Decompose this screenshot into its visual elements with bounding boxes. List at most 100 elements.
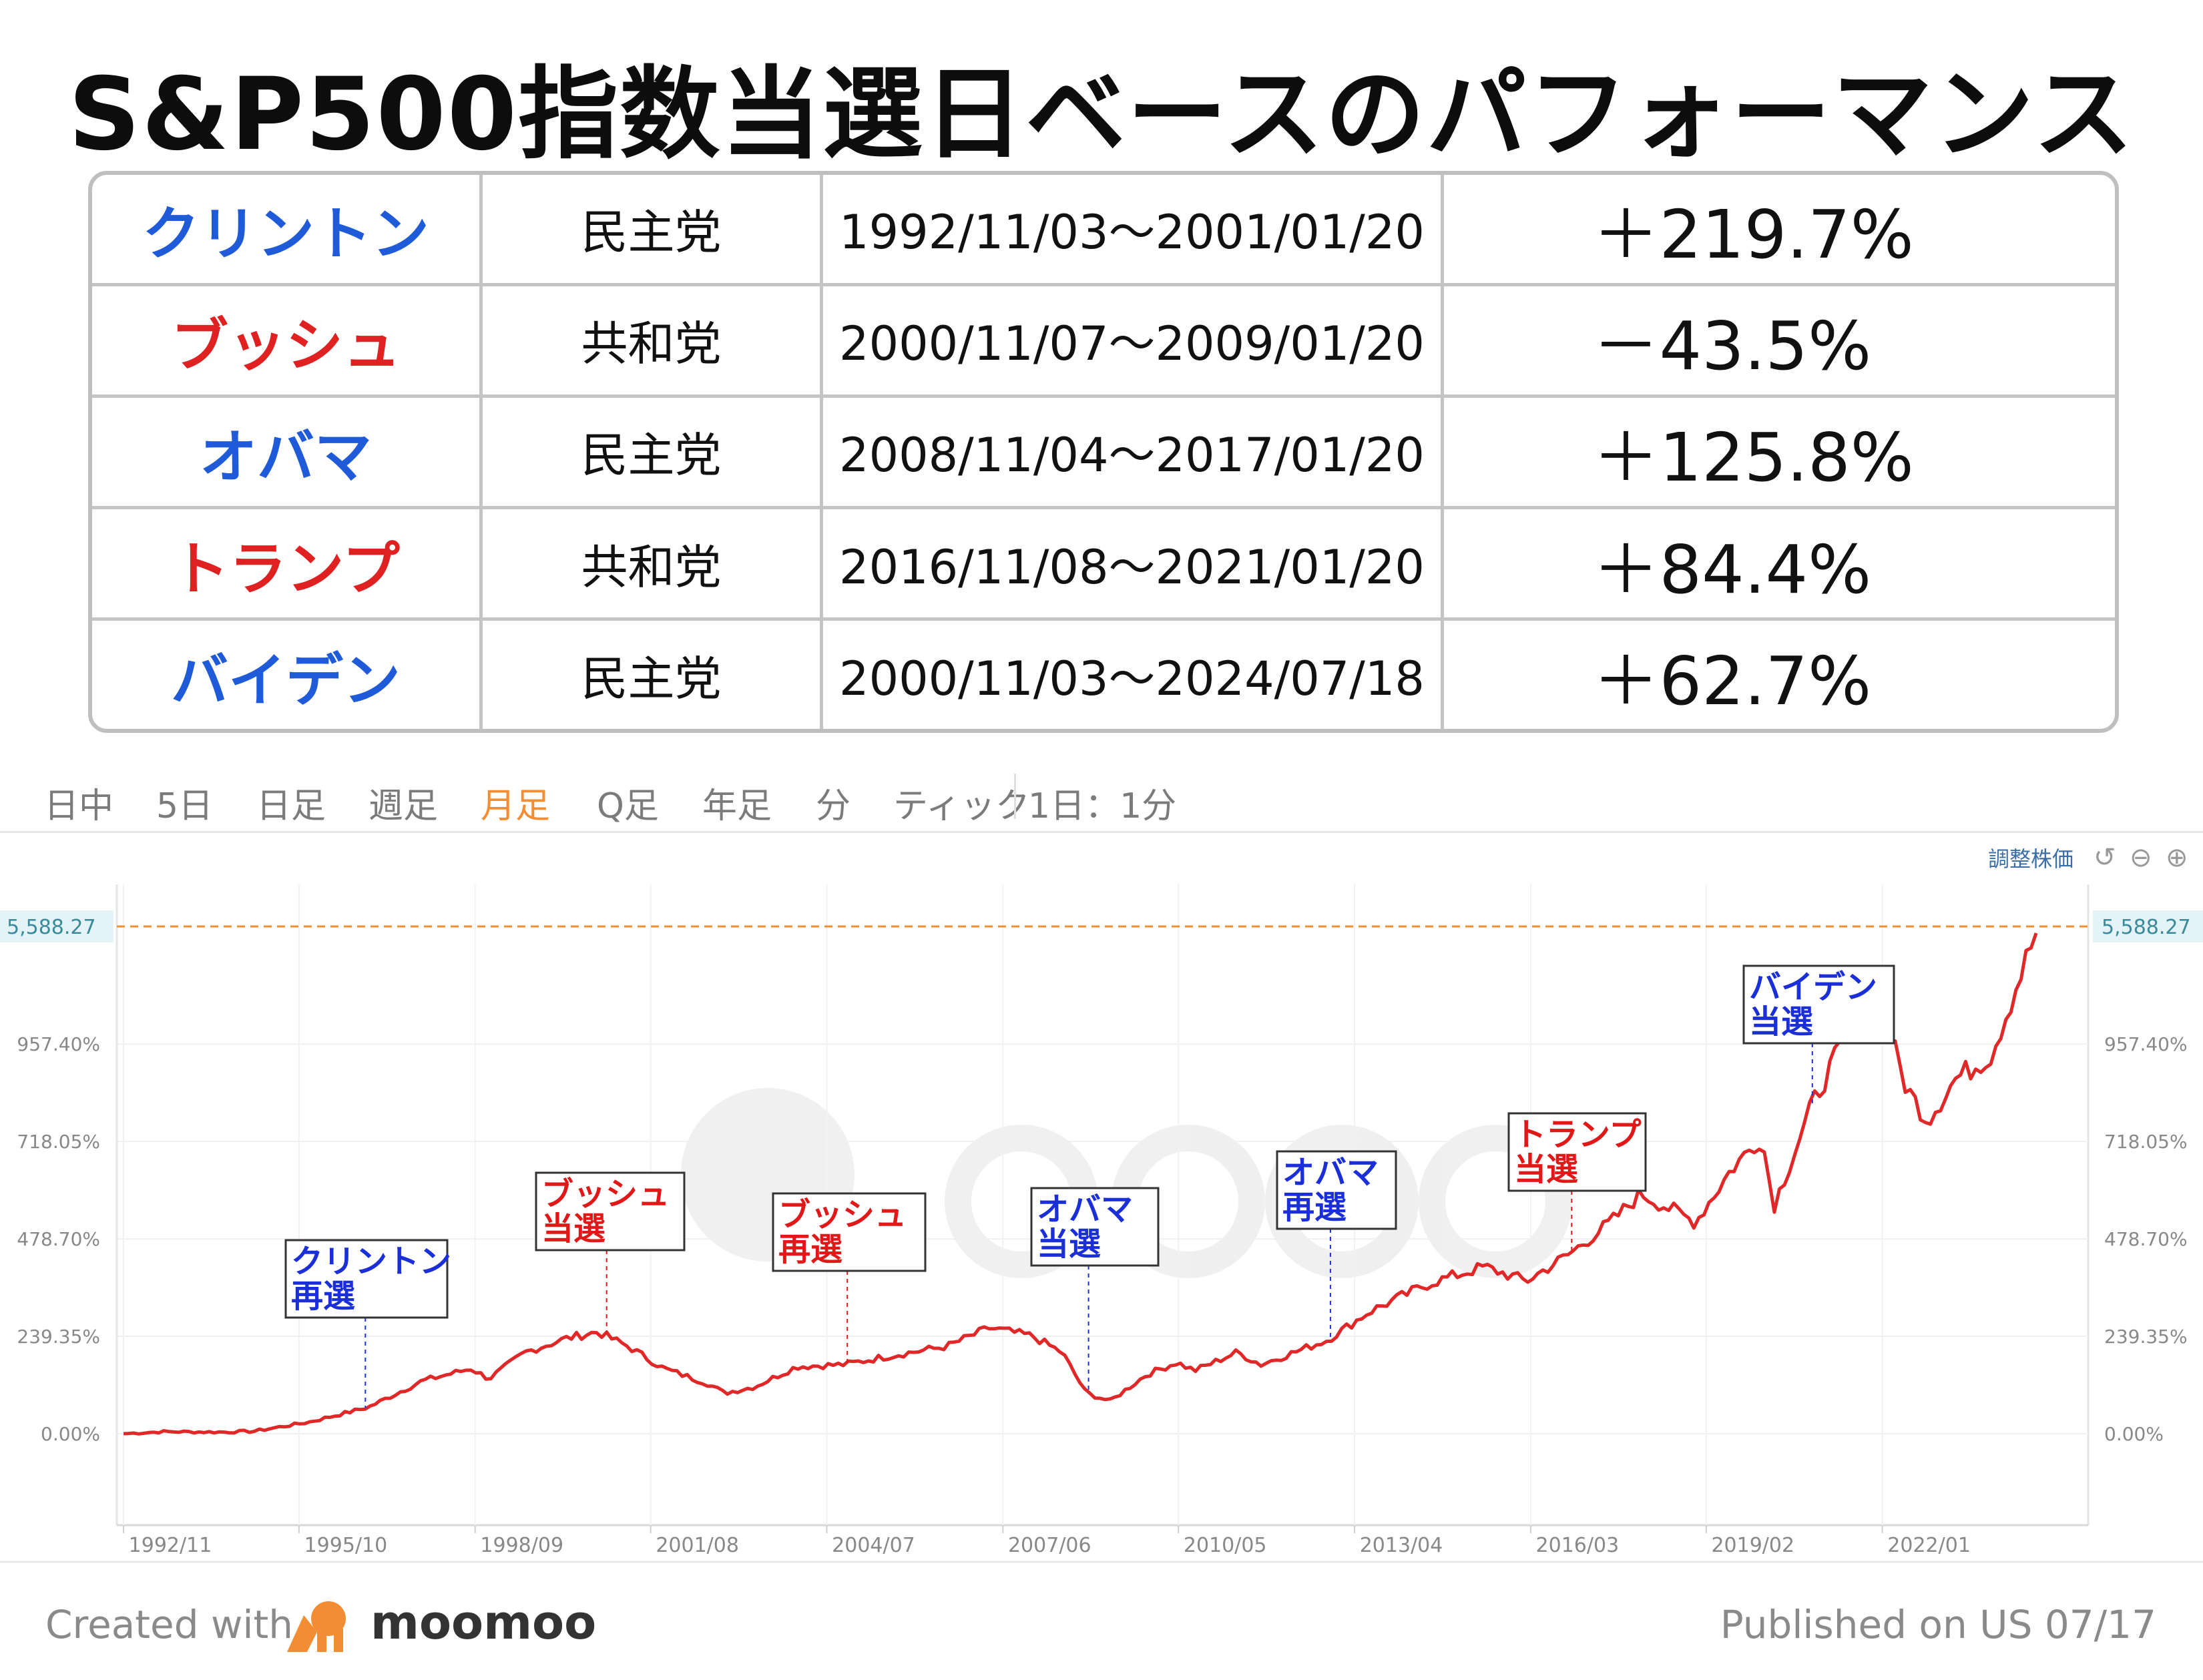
chart-toolbar: 日中 5日 日足 週足 月足 Q足 年足 分 ティック 1日：1分 [0,758,2203,833]
annotation-label: 再選 [778,1231,842,1268]
table-row: バイデン 民主党 2000/11/03～2024/07/18 ＋62.7% [92,619,2115,729]
party-cell: 民主党 [481,619,823,729]
x-tick-label: 2016/03 [1536,1534,1620,1557]
annotation-label: クリントン [291,1243,451,1280]
performance-cell: ＋84.4% [1442,507,2115,621]
tab-quarterly[interactable]: Q足 [597,786,659,826]
president-name: バイデン [92,619,483,729]
reset-icon[interactable]: ↺ [2094,842,2116,873]
y-tick-label: 0.00% [41,1423,100,1445]
table-row: トランプ 共和党 2016/11/08～2021/01/20 ＋84.4% [92,507,2115,621]
y-tick-label: 239.35% [17,1326,100,1348]
performance-cell: ＋62.7% [1443,619,2116,729]
annotation-label: バイデン [1749,968,1877,1006]
moomoo-logo-icon [287,1601,346,1652]
period-cell: 2008/11/04～2017/01/20 [821,396,1444,510]
president-name: ブッシュ [92,284,483,398]
performance-value: ＋125.8% [1592,418,1914,497]
period-cell: 1992/11/03～2001/01/20 [821,175,1444,286]
toolbar-divider [1014,774,1016,819]
current-price-label: 5,588.27 [7,916,96,939]
current-price-line: 5,588.27 5,588.27 [0,910,2203,942]
chart-grid [0,884,2203,1563]
y-axis-left: 0.00% 239.35% 478.70% 718.05% 957.40% [17,1033,100,1445]
annotation-label: オバマ [1037,1191,1133,1228]
tab-yearly[interactable]: 年足 [702,786,772,826]
annotation-label: 当選 [1514,1151,1578,1188]
party-cell: 共和党 [481,507,823,621]
x-tick-label: 2022/01 [1887,1534,1971,1557]
annotation-box [535,1171,686,1251]
tab-daily[interactable]: 日足 [256,786,326,826]
y-tick-label: 718.05% [17,1131,100,1153]
period-cell: 2000/11/03～2024/07/18 [821,619,1444,729]
period-cell: 2016/11/08～2021/01/20 [821,507,1444,621]
performance-value: ＋62.7% [1592,641,1872,720]
party-cell: 民主党 [481,396,823,510]
sp500-price-line [123,932,2038,1436]
table-row: クリントン 民主党 1992/11/03～2001/01/20 ＋219.7% [92,175,2115,286]
current-price-badge-left [0,910,113,942]
y-tick-label: 239.35% [2104,1326,2188,1348]
x-tick-label: 2010/05 [1184,1534,1267,1557]
tab-intraday[interactable]: 日中 [44,786,114,826]
performance-table-grid: クリントン民主党 1992/11/03～2001/01/20 ＋219.7% ブッシュ… [92,175,2115,729]
x-tick-label: 1992/11 [129,1534,212,1557]
x-tick-label: 2013/04 [1360,1534,1443,1557]
tab-monthly[interactable]: 月足 [481,786,551,826]
annotation-box [1507,1112,1647,1192]
party-cell: 共和党 [481,284,823,398]
performance-table: クリントン民主党 1992/11/03～2001/01/20 ＋219.7% ブッシュ… [88,171,2119,733]
current-price-badge-right [2093,910,2203,942]
interval-selector[interactable]: 1日：1分 [1028,786,1177,826]
tab-minute[interactable]: 分 [816,786,851,826]
tab-5day[interactable]: 5日 [156,786,214,826]
annotation-label: 当選 [1749,1003,1813,1041]
annotation-label: 再選 [1282,1189,1347,1226]
annotation-label: 当選 [1037,1225,1101,1263]
y-tick-label: 957.40% [17,1033,100,1055]
performance-cell: ＋219.7% [1442,175,2115,286]
performance-value: －43.5% [1592,307,1872,386]
footer-brand: moomoo [371,1595,597,1650]
annotation-label: ブッシュ [778,1196,907,1233]
y-tick-label: 718.05% [2104,1131,2188,1153]
tab-tick[interactable]: ティック [893,786,1030,826]
x-tick-label: 2019/02 [1711,1534,1794,1557]
annotation-label: ブッシュ [541,1175,670,1213]
current-price-label: 5,588.27 [2102,916,2191,939]
adjusted-price-toggle[interactable]: 調整株価 [1988,846,2074,872]
zoom-in-icon[interactable]: ⊕ [2166,842,2188,873]
x-tick-label: 2004/07 [832,1534,915,1557]
zoom-out-icon[interactable]: ⊖ [2130,842,2152,873]
performance-value: ＋219.7% [1592,196,1914,274]
performance-cell: －43.5% [1442,284,2115,398]
published-label: Published on US 07/17 [1720,1602,2156,1647]
president-name: トランプ [92,507,483,621]
annotation-label: オバマ [1282,1154,1379,1191]
x-tick-label: 1998/09 [480,1534,563,1557]
annotation-label: 当選 [541,1210,605,1247]
x-tick-label: 1995/10 [304,1534,388,1557]
page-title: S&P500指数当選日ベースのパフォーマンス [68,57,2135,173]
president-name: クリントン [92,175,483,286]
annotation-box [1030,1187,1160,1267]
tab-weekly[interactable]: 週足 [369,786,439,826]
annotation-box [1742,964,1895,1045]
table-row: ブッシュ 共和党 2000/11/07～2009/01/20 －43.5% [92,284,2115,398]
x-tick-label: 2001/08 [656,1534,739,1557]
annotation-box [1276,1150,1397,1230]
x-axis: 1992/11 1995/10 1998/09 2001/08 2004/07 2007/… [123,1525,1971,1557]
y-axis-right: 0.00% 239.35% 478.70% 718.05% 957.40% [2104,1033,2188,1445]
president-name: オバマ [92,396,483,510]
y-tick-label: 0.00% [2104,1423,2164,1445]
